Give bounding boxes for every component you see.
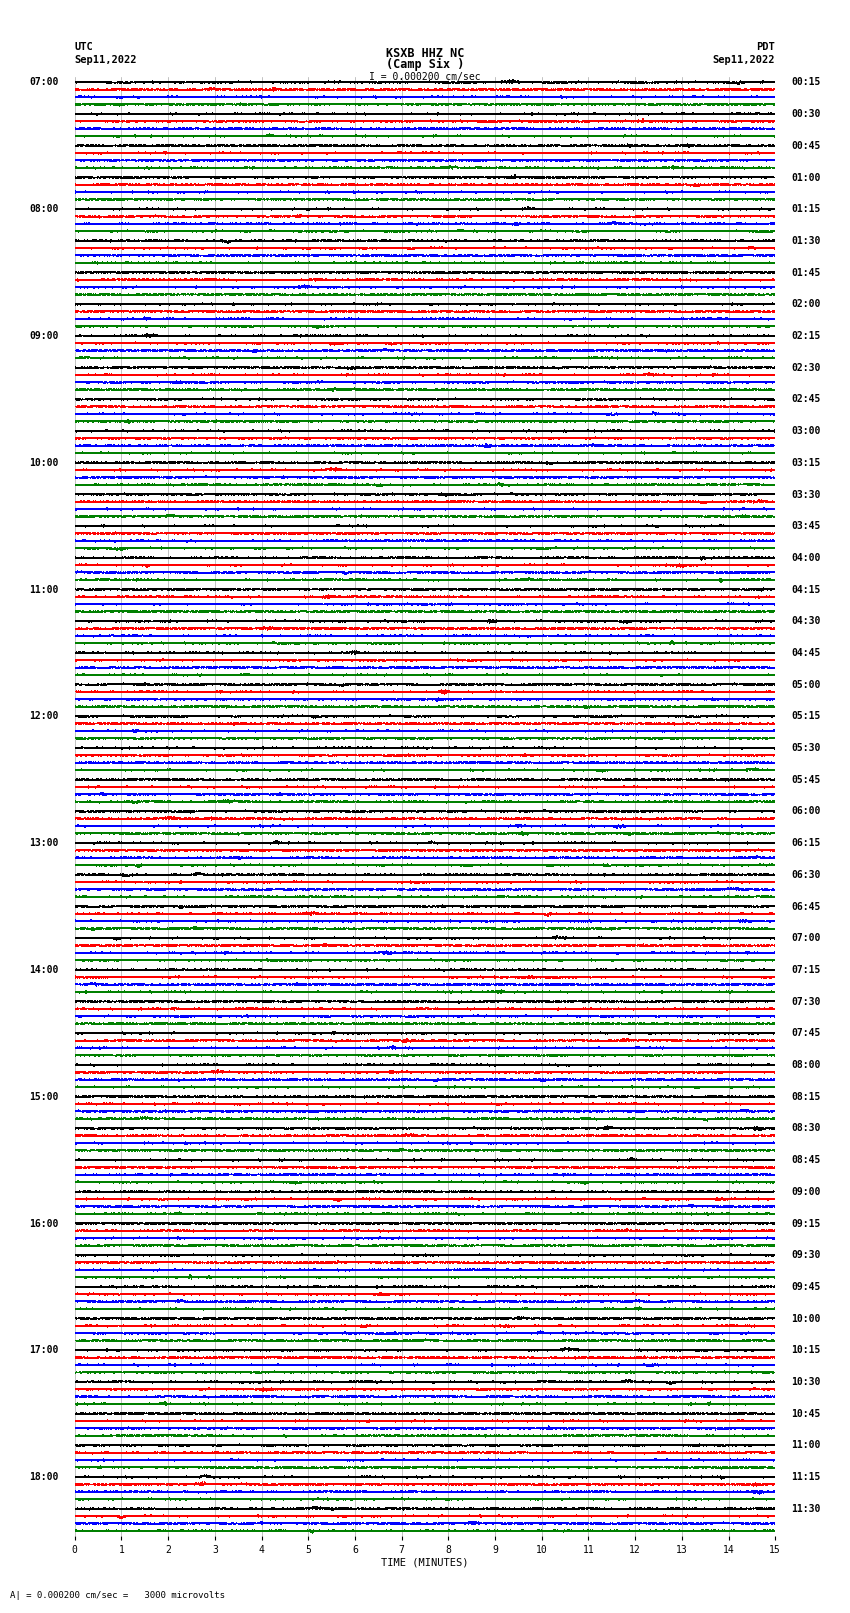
Text: 11:00: 11:00 bbox=[791, 1440, 821, 1450]
Text: I = 0.000200 cm/sec: I = 0.000200 cm/sec bbox=[369, 73, 481, 82]
Text: 02:00: 02:00 bbox=[791, 300, 821, 310]
Text: 04:30: 04:30 bbox=[791, 616, 821, 626]
Text: 08:00: 08:00 bbox=[791, 1060, 821, 1069]
Text: Sep11,2022: Sep11,2022 bbox=[75, 55, 138, 65]
Text: 08:45: 08:45 bbox=[791, 1155, 821, 1165]
Text: 05:00: 05:00 bbox=[791, 679, 821, 690]
Text: 08:15: 08:15 bbox=[791, 1092, 821, 1102]
Text: 06:30: 06:30 bbox=[791, 869, 821, 881]
Text: 02:45: 02:45 bbox=[791, 395, 821, 405]
Text: 02:15: 02:15 bbox=[791, 331, 821, 340]
Text: 11:15: 11:15 bbox=[791, 1473, 821, 1482]
Text: 15:00: 15:00 bbox=[29, 1092, 59, 1102]
Text: 10:15: 10:15 bbox=[791, 1345, 821, 1355]
Text: KSXB HHZ NC: KSXB HHZ NC bbox=[386, 47, 464, 60]
Text: 12:00: 12:00 bbox=[29, 711, 59, 721]
Text: 03:15: 03:15 bbox=[791, 458, 821, 468]
Text: 13:00: 13:00 bbox=[29, 839, 59, 848]
Text: 03:00: 03:00 bbox=[791, 426, 821, 436]
Text: 06:45: 06:45 bbox=[791, 902, 821, 911]
Text: 09:00: 09:00 bbox=[29, 331, 59, 340]
Text: PDT: PDT bbox=[756, 42, 775, 52]
Text: 09:45: 09:45 bbox=[791, 1282, 821, 1292]
Text: 07:00: 07:00 bbox=[29, 77, 59, 87]
Text: 10:00: 10:00 bbox=[29, 458, 59, 468]
Text: 11:30: 11:30 bbox=[791, 1503, 821, 1515]
Text: 18:00: 18:00 bbox=[29, 1473, 59, 1482]
Text: A| = 0.000200 cm/sec =   3000 microvolts: A| = 0.000200 cm/sec = 3000 microvolts bbox=[10, 1590, 225, 1600]
Text: 00:15: 00:15 bbox=[791, 77, 821, 87]
Text: 04:45: 04:45 bbox=[791, 648, 821, 658]
Text: 00:45: 00:45 bbox=[791, 140, 821, 152]
Text: 03:45: 03:45 bbox=[791, 521, 821, 531]
Text: UTC: UTC bbox=[75, 42, 94, 52]
Text: 01:45: 01:45 bbox=[791, 268, 821, 277]
Text: 04:00: 04:00 bbox=[791, 553, 821, 563]
X-axis label: TIME (MINUTES): TIME (MINUTES) bbox=[382, 1558, 468, 1568]
Text: 07:45: 07:45 bbox=[791, 1029, 821, 1039]
Text: 01:00: 01:00 bbox=[791, 173, 821, 182]
Text: 09:00: 09:00 bbox=[791, 1187, 821, 1197]
Text: 10:30: 10:30 bbox=[791, 1378, 821, 1387]
Text: 14:00: 14:00 bbox=[29, 965, 59, 974]
Text: 05:15: 05:15 bbox=[791, 711, 821, 721]
Text: 01:15: 01:15 bbox=[791, 205, 821, 215]
Text: 04:15: 04:15 bbox=[791, 584, 821, 595]
Text: 03:30: 03:30 bbox=[791, 489, 821, 500]
Text: 10:45: 10:45 bbox=[791, 1408, 821, 1419]
Text: 07:15: 07:15 bbox=[791, 965, 821, 974]
Text: 16:00: 16:00 bbox=[29, 1218, 59, 1229]
Text: 07:00: 07:00 bbox=[791, 934, 821, 944]
Text: 17:00: 17:00 bbox=[29, 1345, 59, 1355]
Text: Sep11,2022: Sep11,2022 bbox=[712, 55, 775, 65]
Text: 11:00: 11:00 bbox=[29, 584, 59, 595]
Text: 07:30: 07:30 bbox=[791, 997, 821, 1007]
Text: 05:45: 05:45 bbox=[791, 774, 821, 786]
Text: 02:30: 02:30 bbox=[791, 363, 821, 373]
Text: 09:15: 09:15 bbox=[791, 1218, 821, 1229]
Text: 05:30: 05:30 bbox=[791, 744, 821, 753]
Text: (Camp Six ): (Camp Six ) bbox=[386, 58, 464, 71]
Text: 10:00: 10:00 bbox=[791, 1313, 821, 1324]
Text: 06:00: 06:00 bbox=[791, 806, 821, 816]
Text: 00:30: 00:30 bbox=[791, 110, 821, 119]
Text: 06:15: 06:15 bbox=[791, 839, 821, 848]
Text: 09:30: 09:30 bbox=[791, 1250, 821, 1260]
Text: 08:00: 08:00 bbox=[29, 205, 59, 215]
Text: 08:30: 08:30 bbox=[791, 1124, 821, 1134]
Text: 01:30: 01:30 bbox=[791, 235, 821, 245]
